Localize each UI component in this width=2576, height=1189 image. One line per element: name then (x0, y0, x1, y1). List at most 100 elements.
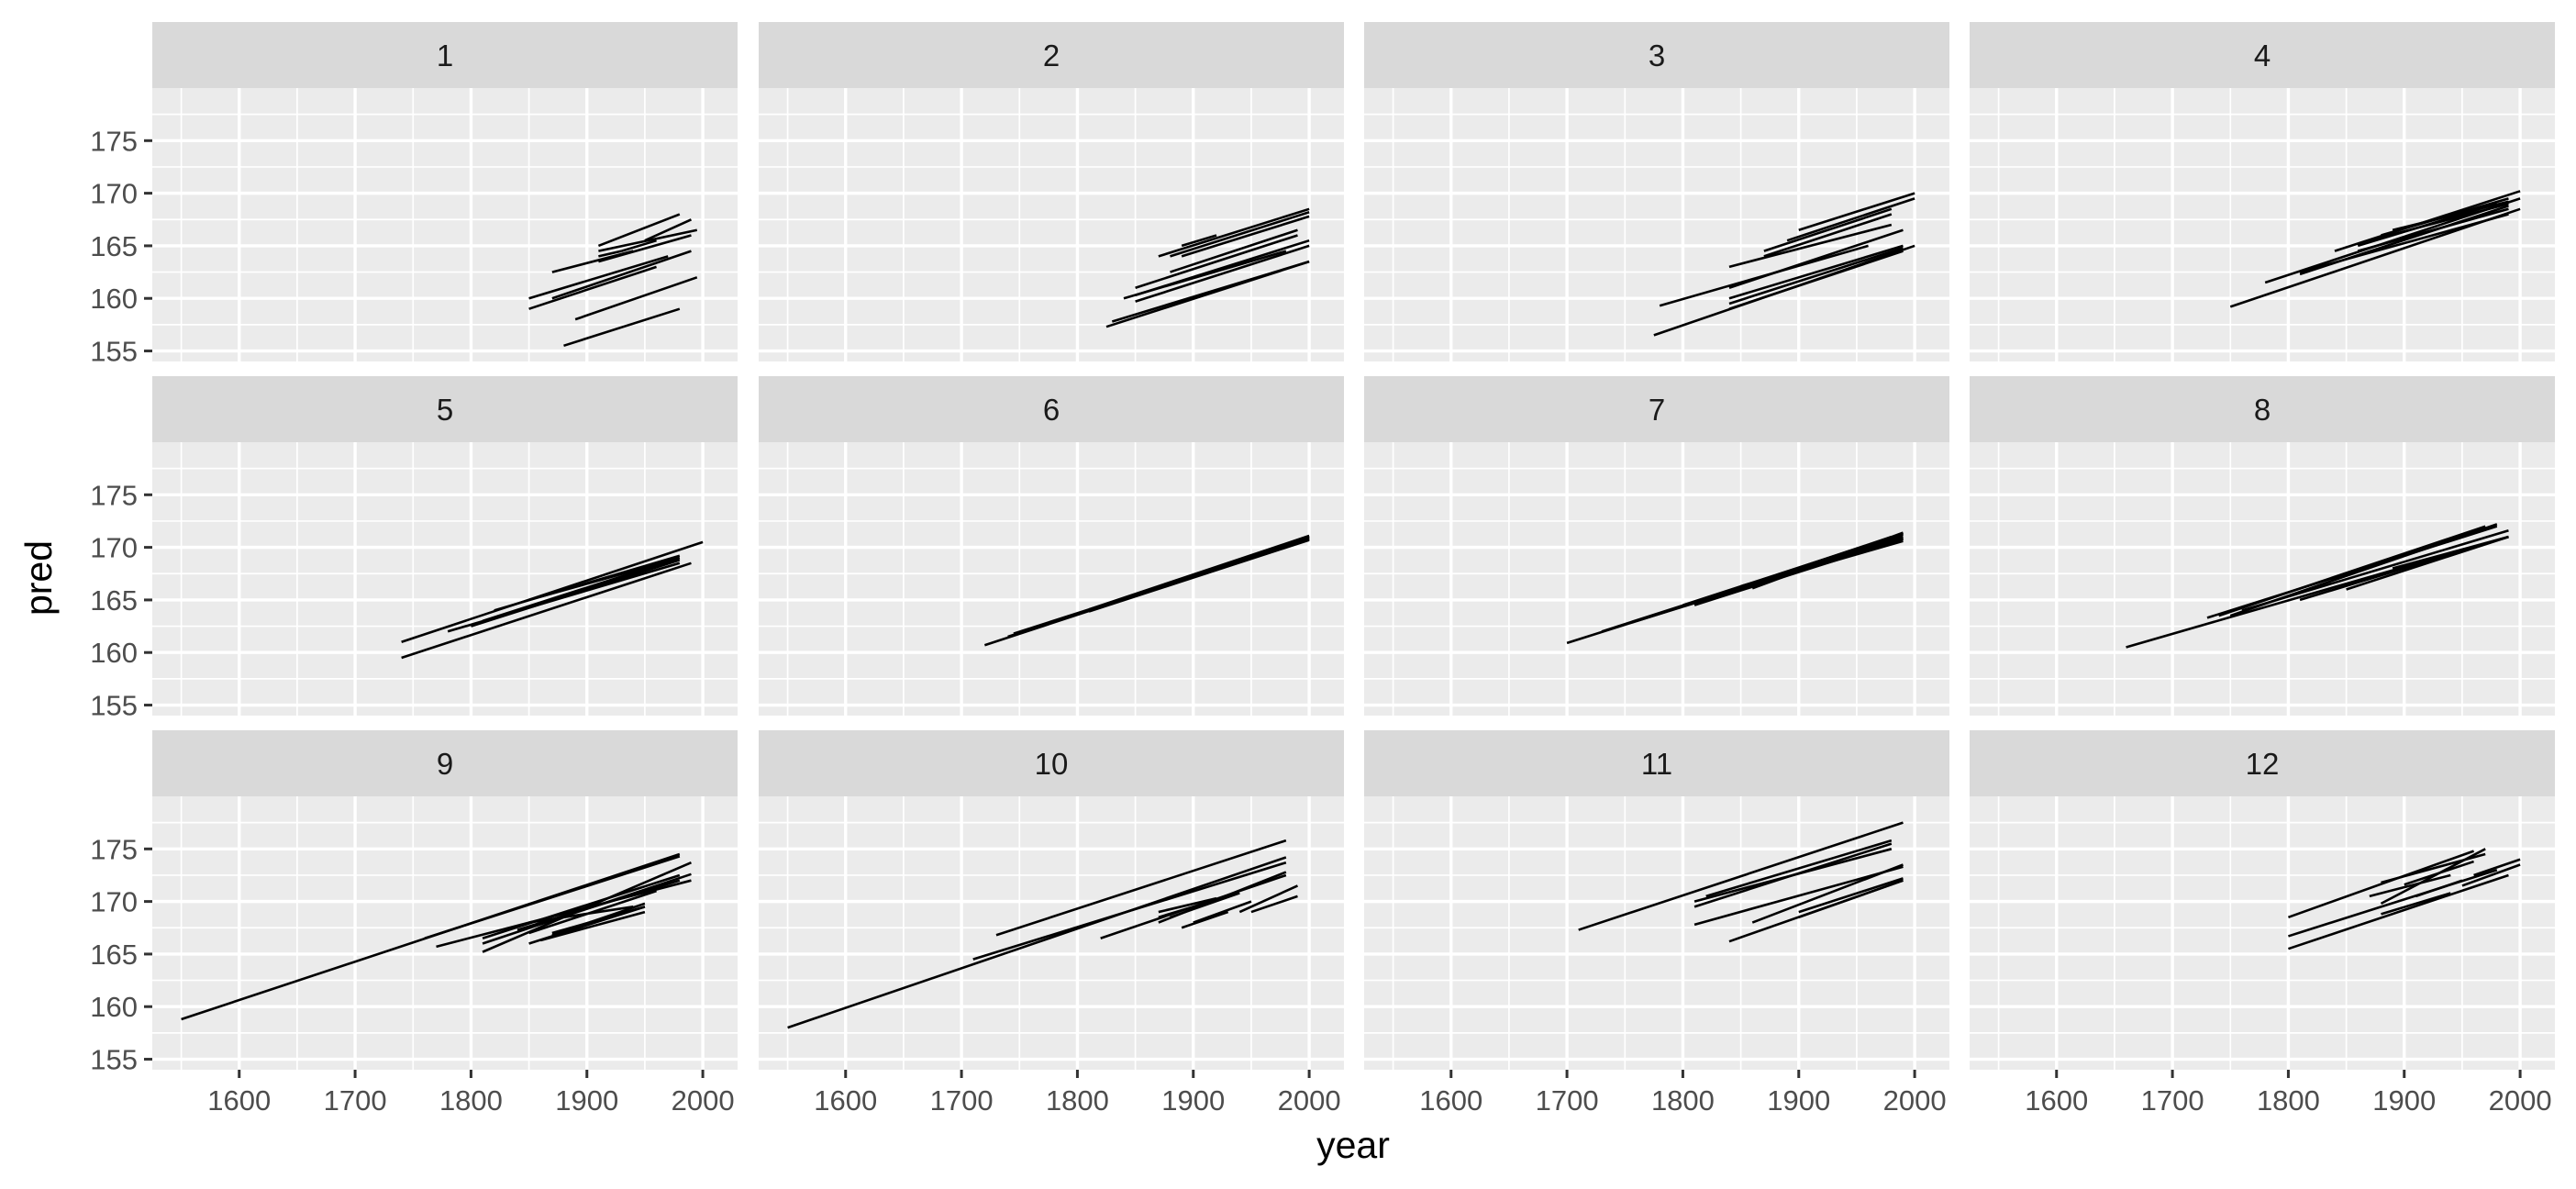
y-tick-label: 155 (90, 336, 138, 368)
x-axis-title: year (1316, 1124, 1390, 1166)
prediction-line (2299, 205, 2509, 276)
prediction-line (597, 213, 681, 248)
prediction-line (972, 861, 1287, 961)
prediction-line (528, 255, 669, 300)
y-tick-label: 175 (90, 833, 138, 865)
prediction-line (2392, 535, 2509, 570)
prediction-line (1751, 863, 1904, 924)
prediction-line (2415, 879, 2463, 898)
y-tick-label: 155 (90, 690, 138, 722)
y-tick-label: 155 (90, 1044, 138, 1076)
prediction-line (574, 276, 698, 321)
prediction-line (2241, 529, 2509, 612)
prediction-line (1088, 539, 1310, 613)
prediction-line (621, 239, 657, 252)
prediction-line (563, 307, 681, 348)
facet-strip-label: 5 (437, 393, 453, 427)
panel-background (1364, 88, 1949, 361)
x-tick-label: 1800 (439, 1084, 503, 1117)
facet-strip-label: 10 (1035, 747, 1069, 781)
x-tick-label: 1800 (1651, 1084, 1715, 1117)
prediction-line (1798, 192, 1915, 231)
facet-panel-12: 12 1600 1700 1800 1900 2000 (1970, 730, 2555, 1117)
y-tick-label: 165 (90, 939, 138, 971)
prediction-line (995, 839, 1287, 937)
x-tick-label: 2000 (1883, 1084, 1947, 1117)
prediction-line (528, 906, 634, 924)
prediction-line (2381, 852, 2486, 884)
prediction-line (1578, 821, 1904, 931)
x-tick-label: 1900 (2372, 1084, 2436, 1117)
prediction-line (644, 218, 693, 242)
panel-background (759, 88, 1344, 361)
prediction-line (1170, 228, 1298, 273)
x-tick-label: 1700 (2141, 1084, 2204, 1117)
facet-strip (1364, 22, 1949, 88)
panel-background (1970, 796, 2555, 1070)
prediction-line (1158, 896, 1217, 914)
facet-panel-8: 8 (1970, 376, 2555, 716)
prediction-line (2461, 863, 2521, 887)
prediction-line (1728, 250, 1904, 310)
prediction-line (1158, 207, 1310, 258)
x-tick-label: 1900 (1767, 1084, 1830, 1117)
panel-background (1970, 88, 2555, 361)
x-tick-label: 1700 (324, 1084, 387, 1117)
x-tick-label: 1600 (814, 1084, 877, 1117)
prediction-line (1250, 895, 1298, 914)
prediction-line (1728, 246, 1904, 306)
facet-strip (152, 22, 738, 88)
prediction-line (1763, 207, 1893, 252)
y-tick-label: 170 (90, 178, 138, 210)
prediction-line (2381, 892, 2451, 916)
facet-strip (759, 730, 1344, 796)
prediction-line (1728, 223, 1893, 269)
x-tick-label: 1800 (1046, 1084, 1109, 1117)
y-tick-label: 170 (90, 532, 138, 564)
y-tick-label: 160 (90, 283, 138, 315)
facet-strip (152, 730, 738, 796)
facet-strip-label: 2 (1043, 39, 1060, 72)
facet-strip (152, 376, 738, 442)
prediction-line (1193, 900, 1252, 924)
x-tick-label: 2000 (2489, 1084, 2552, 1117)
prediction-line (424, 855, 681, 939)
panel-background (759, 796, 1344, 1070)
prediction-line (436, 879, 692, 949)
prediction-line (2218, 525, 2486, 617)
panel-background (1364, 796, 1949, 1070)
prediction-line (1135, 244, 1310, 303)
facet-strip (759, 22, 1344, 88)
facet-panel-6: 6 (759, 376, 1344, 716)
prediction-line (598, 250, 622, 258)
y-tick-label: 160 (90, 637, 138, 669)
y-tick-label: 165 (90, 584, 138, 617)
prediction-line (1111, 260, 1310, 323)
panel-background (1970, 442, 2555, 716)
facet-panel-5: 5 155 160 165 170 175 (90, 376, 738, 722)
prediction-line (1170, 892, 1240, 919)
prediction-line (1181, 215, 1310, 258)
facet-strip-label: 12 (2246, 747, 2280, 781)
facet-strip (759, 376, 1344, 442)
prediction-line (2369, 873, 2451, 898)
prediction-line (1728, 228, 1904, 290)
facet-strip (1970, 22, 2555, 88)
prediction-line (1135, 234, 1298, 290)
prediction-line (482, 873, 681, 939)
prediction-line (2287, 850, 2475, 919)
facet-panel-2: 2 (759, 22, 1344, 361)
prediction-line (1786, 197, 1915, 242)
prediction-line (2473, 858, 2521, 877)
prediction-line (1751, 531, 1904, 590)
facet-strip-label: 7 (1649, 393, 1665, 427)
prediction-line (1705, 839, 1893, 898)
prediction-line (787, 856, 1287, 1029)
facet-strip-label: 6 (1043, 393, 1060, 427)
x-tick-label: 2000 (672, 1084, 735, 1117)
prediction-line (1763, 213, 1893, 258)
y-tick-label: 160 (90, 991, 138, 1023)
x-tick-label: 1600 (2025, 1084, 2088, 1117)
y-axis-title: pred (17, 540, 60, 616)
